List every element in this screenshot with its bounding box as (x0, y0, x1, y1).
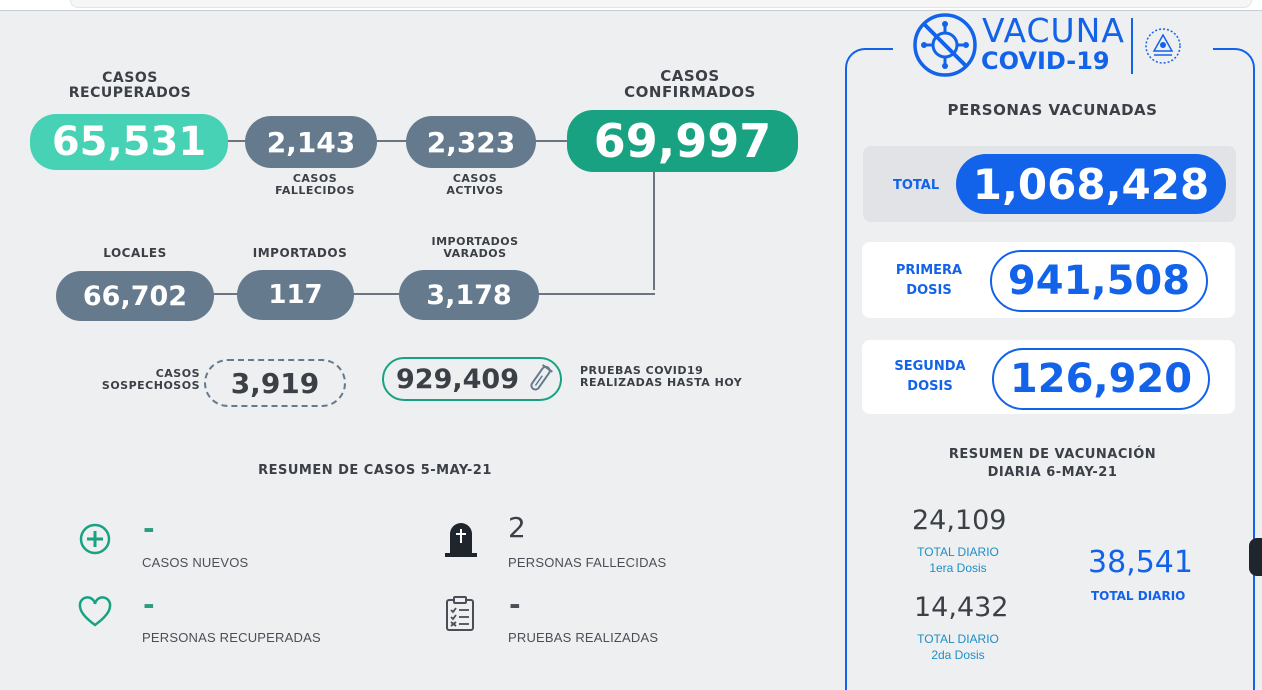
confirmados-label: CASOS CONFIRMADOS (624, 67, 756, 101)
search-bar[interactable] (70, 0, 1252, 8)
daily-total-value: 38,541 (1088, 545, 1193, 580)
connector-line (225, 140, 570, 142)
logo-word-covid: COVID-19 (981, 47, 1110, 75)
personas-recuperadas-value: - (143, 588, 155, 621)
activos-value: 2,323 (406, 116, 536, 168)
primera-dosis-label: PRIMERA DOSIS (895, 263, 963, 298)
pruebas-realizadas-value: - (509, 588, 521, 621)
logo-word-vacuna: VACUNA (982, 11, 1125, 50)
fallecidos-value: 2,143 (245, 116, 377, 168)
daily-second-dose-label: TOTAL DIARIO 2da Dosis (917, 632, 999, 662)
locales-label: LOCALES (103, 246, 167, 260)
pruebas-pill: 929,409 (382, 357, 562, 401)
daily-total-label: TOTAL DIARIO (1091, 589, 1186, 603)
recuperados-value: 65,531 (30, 114, 228, 170)
resumen-vacunacion-title: RESUMEN DE VACUNACIÓN DIARIA 6-MAY-21 (948, 447, 1157, 481)
casos-nuevos-value: - (143, 512, 155, 545)
test-tube-icon (527, 363, 553, 395)
clipboard-checklist-icon (444, 596, 476, 636)
fallecidos-label: CASOS FALLECIDOS (275, 172, 355, 197)
side-tab[interactable] (1249, 538, 1262, 576)
personas-vacunadas-title: PERSONAS VACUNADAS (947, 101, 1158, 119)
sospechosos-value: 3,919 (204, 359, 346, 407)
pruebas-value: 929,409 (396, 363, 519, 395)
locales-value: 66,702 (56, 271, 214, 321)
pruebas-label: PRUEBAS COVID19 REALIZADAS HASTA HOY (580, 364, 743, 389)
daily-first-dose-label: TOTAL DIARIO 1era Dosis (917, 545, 999, 575)
sospechosos-label: CASOS SOSPECHOSOS (101, 367, 200, 392)
daily-first-dose-value: 24,109 (912, 505, 1007, 536)
importados-label: IMPORTADOS (252, 246, 348, 260)
resumen-title: RESUMEN DE CASOS 5-MAY-21 (258, 463, 492, 478)
importados-value: 117 (237, 270, 354, 320)
logo-divider (1131, 18, 1133, 74)
varados-value: 3,178 (399, 270, 539, 320)
primera-dosis-value: 941,508 (990, 250, 1208, 312)
total-label: TOTAL (893, 178, 940, 193)
personas-fallecidas-value: 2 (508, 511, 526, 544)
personas-fallecidas-label: PERSONAS FALLECIDAS (508, 555, 667, 570)
recuperados-label: CASOS RECUPERADOS (68, 70, 192, 101)
plus-circle-icon (78, 522, 112, 560)
segunda-dosis-value: 126,920 (992, 348, 1210, 410)
heart-icon (78, 596, 112, 632)
casos-nuevos-label: CASOS NUEVOS (142, 555, 249, 570)
confirmados-value: 69,997 (567, 110, 798, 172)
personas-recuperadas-label: PERSONAS RECUPERADAS (142, 630, 321, 645)
segunda-dosis-label: SEGUNDA DOSIS (894, 359, 966, 394)
pruebas-realizadas-label: PRUEBAS REALIZADAS (508, 630, 659, 645)
activos-label: CASOS ACTIVOS (446, 172, 504, 197)
tombstone-icon (443, 520, 479, 562)
seal-icon (1143, 26, 1183, 70)
varados-label: IMPORTADOS VARADOS (431, 235, 519, 260)
virus-icon (912, 12, 978, 82)
total-value: 1,068,428 (956, 154, 1226, 214)
connector-line (653, 172, 655, 290)
daily-second-dose-value: 14,432 (914, 592, 1009, 623)
